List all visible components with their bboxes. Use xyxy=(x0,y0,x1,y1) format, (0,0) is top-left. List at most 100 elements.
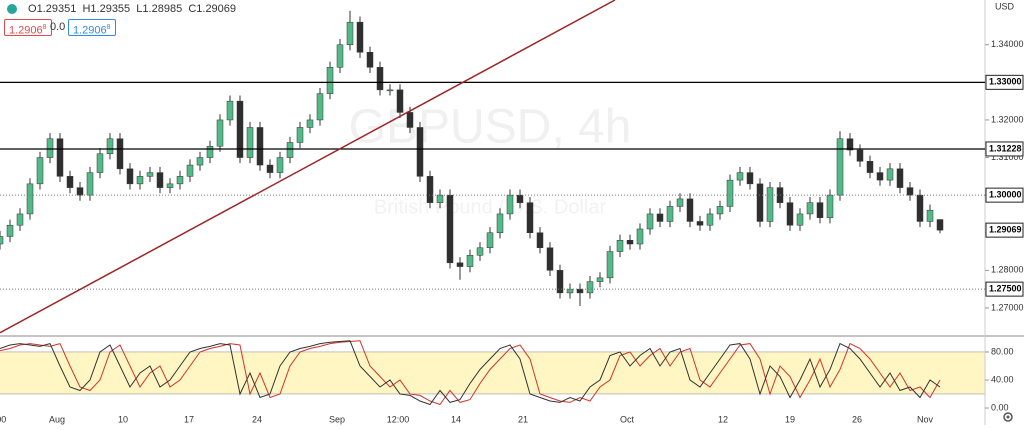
ohlc-prefix: L xyxy=(136,3,143,15)
candles xyxy=(0,10,944,307)
level-label: 1.27500 xyxy=(989,284,1022,294)
candle-body xyxy=(556,270,564,294)
candle-body xyxy=(826,194,834,218)
candle-body xyxy=(616,240,624,252)
candle-body xyxy=(866,161,874,173)
candle-body xyxy=(416,127,424,177)
candle-body xyxy=(786,202,794,226)
x-tick-label: 14 xyxy=(451,414,461,424)
ohlc-value: 1.29069 xyxy=(196,3,237,15)
candle-body xyxy=(726,179,734,207)
candle-body xyxy=(56,138,64,177)
candle-body xyxy=(516,194,524,203)
level-label: 1.31228 xyxy=(989,143,1022,153)
watermark-subtitle: British Pound / U.S. Dollar xyxy=(374,196,607,218)
x-tick-label: 17 xyxy=(184,414,194,424)
buy-button[interactable]: 1.29068 xyxy=(68,19,116,37)
candle-body xyxy=(196,157,204,166)
watermark: GBPUSD, 4h xyxy=(349,101,632,154)
candle-body xyxy=(136,176,144,185)
candle-body xyxy=(736,172,744,181)
candle-body xyxy=(126,168,134,185)
candle-body xyxy=(886,168,894,181)
oscillator-line xyxy=(0,340,941,406)
candle-body xyxy=(766,187,774,222)
y-tick-label: 0.00 xyxy=(991,402,1009,412)
candle-body xyxy=(906,187,914,196)
ohlc-value: 1.29355 xyxy=(90,3,131,15)
candle-body xyxy=(896,168,904,188)
current-price-label: 1.29069 xyxy=(989,225,1022,235)
candle-body xyxy=(366,52,374,68)
candle-body xyxy=(356,21,364,53)
candle-body xyxy=(676,198,684,207)
candle-body xyxy=(0,236,4,245)
candle-body xyxy=(26,183,34,215)
x-tick-label: Nov xyxy=(917,414,934,424)
candle-body xyxy=(236,100,244,158)
candle-body xyxy=(466,255,474,267)
x-tick-label: 12:00 xyxy=(387,414,410,424)
candle-body xyxy=(156,172,164,188)
current-price-label-box xyxy=(985,222,1024,238)
x-tick-label: Oct xyxy=(620,414,635,424)
candle-body xyxy=(656,213,664,222)
ohlc: O1.29351 H1.29355 L1.28985 C1.29069 xyxy=(28,3,236,15)
settings-icon[interactable] xyxy=(1003,412,1013,422)
candle-body xyxy=(586,281,594,294)
candle-body xyxy=(206,146,214,158)
candle-body xyxy=(406,112,414,128)
candle-body xyxy=(806,202,814,215)
candle-body xyxy=(266,164,274,173)
candle-body xyxy=(666,206,674,222)
candle-body xyxy=(856,149,864,162)
candle-body xyxy=(536,232,544,249)
sell-button[interactable]: 1.29068 xyxy=(4,19,52,37)
candle-body xyxy=(166,183,174,188)
candle-body xyxy=(336,44,344,68)
level-label-box xyxy=(985,74,1024,90)
candle-body xyxy=(176,176,184,185)
x-tick-label: Sep xyxy=(329,414,345,424)
candle-body xyxy=(636,228,644,245)
candle-body xyxy=(86,172,94,196)
candle-body xyxy=(226,100,234,121)
candle-body xyxy=(596,277,604,282)
candle-body xyxy=(146,172,154,177)
candle-body xyxy=(346,21,354,45)
x-tick-label: 12 xyxy=(718,414,728,424)
ask-price: 1.2906 xyxy=(73,24,107,37)
x-tick-label: 21 xyxy=(518,414,528,424)
currency-label: USD xyxy=(995,1,1015,11)
x-tick-label: 10 xyxy=(118,414,128,424)
candle-body xyxy=(686,198,694,222)
candle-body xyxy=(106,138,114,155)
candle-body xyxy=(116,138,124,170)
candle-body xyxy=(926,209,934,222)
candle-body xyxy=(706,213,714,226)
candle-body xyxy=(496,213,504,233)
candle-body xyxy=(526,202,534,233)
candle-body xyxy=(66,176,74,188)
candle-body xyxy=(376,67,384,91)
candle-body xyxy=(76,187,84,196)
candle-body xyxy=(216,119,224,147)
y-tick-label: 1.34000 xyxy=(991,39,1024,49)
candle-body xyxy=(6,224,14,237)
candle-body xyxy=(96,153,104,173)
candle-body xyxy=(796,213,804,226)
ohlc-prefix: C xyxy=(188,3,197,15)
candle-body xyxy=(386,89,394,92)
x-tick-label: 24 xyxy=(252,414,262,424)
candle-body xyxy=(816,202,824,218)
candle-body xyxy=(916,194,924,222)
symbol-icon xyxy=(7,4,17,14)
candle-body xyxy=(836,138,844,196)
candle-body xyxy=(46,138,54,158)
x-tick-label: :00 xyxy=(0,414,6,424)
candle-body xyxy=(576,288,584,294)
candle-body xyxy=(506,194,514,215)
candle-body xyxy=(566,288,574,294)
